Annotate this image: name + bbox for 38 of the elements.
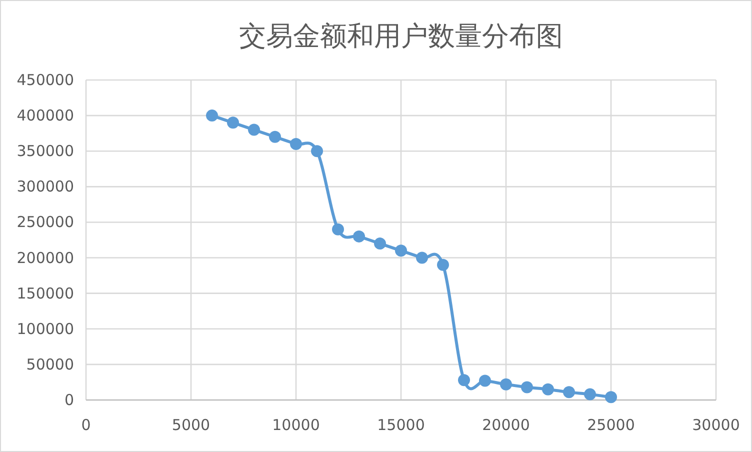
- y-tick-label: 250000: [16, 213, 74, 232]
- point: [542, 383, 554, 396]
- x-tick-label: 5000: [172, 416, 210, 434]
- point: [374, 238, 386, 250]
- y-tick-label: 450000: [16, 71, 74, 89]
- point: [248, 124, 260, 136]
- point: [416, 252, 428, 264]
- point: [395, 244, 407, 257]
- point: [311, 145, 323, 158]
- y-tick-label: 400000: [16, 106, 74, 125]
- point: [605, 391, 617, 404]
- chart-title: 交易金额和用户数量分布图: [239, 21, 563, 52]
- point: [290, 138, 302, 150]
- x-tick-label: 0: [81, 416, 91, 434]
- point: [584, 388, 596, 400]
- point: [353, 230, 365, 242]
- x-tick-label: 20000: [482, 416, 530, 434]
- point: [563, 386, 575, 398]
- x-tick-label: 10000: [272, 416, 320, 434]
- point: [479, 374, 491, 387]
- y-tick-label: 200000: [16, 248, 74, 267]
- point: [458, 374, 470, 386]
- x-tick-label: 15000: [377, 416, 425, 434]
- point: [227, 116, 239, 129]
- point: [500, 378, 512, 390]
- y-tick-label: 0: [64, 391, 74, 409]
- point: [206, 110, 218, 122]
- y-tick-label: 100000: [16, 320, 74, 338]
- y-tick-label: 150000: [16, 284, 74, 302]
- x-tick-label: 25000: [587, 416, 635, 434]
- y-tick-label: 350000: [16, 142, 74, 160]
- x-tick-label: 30000: [692, 416, 740, 434]
- point: [269, 130, 281, 143]
- point: [332, 223, 344, 236]
- y-tick-label: 300000: [16, 178, 74, 196]
- y-tick-label: 50000: [26, 355, 74, 374]
- point: [521, 381, 533, 394]
- point: [437, 258, 449, 271]
